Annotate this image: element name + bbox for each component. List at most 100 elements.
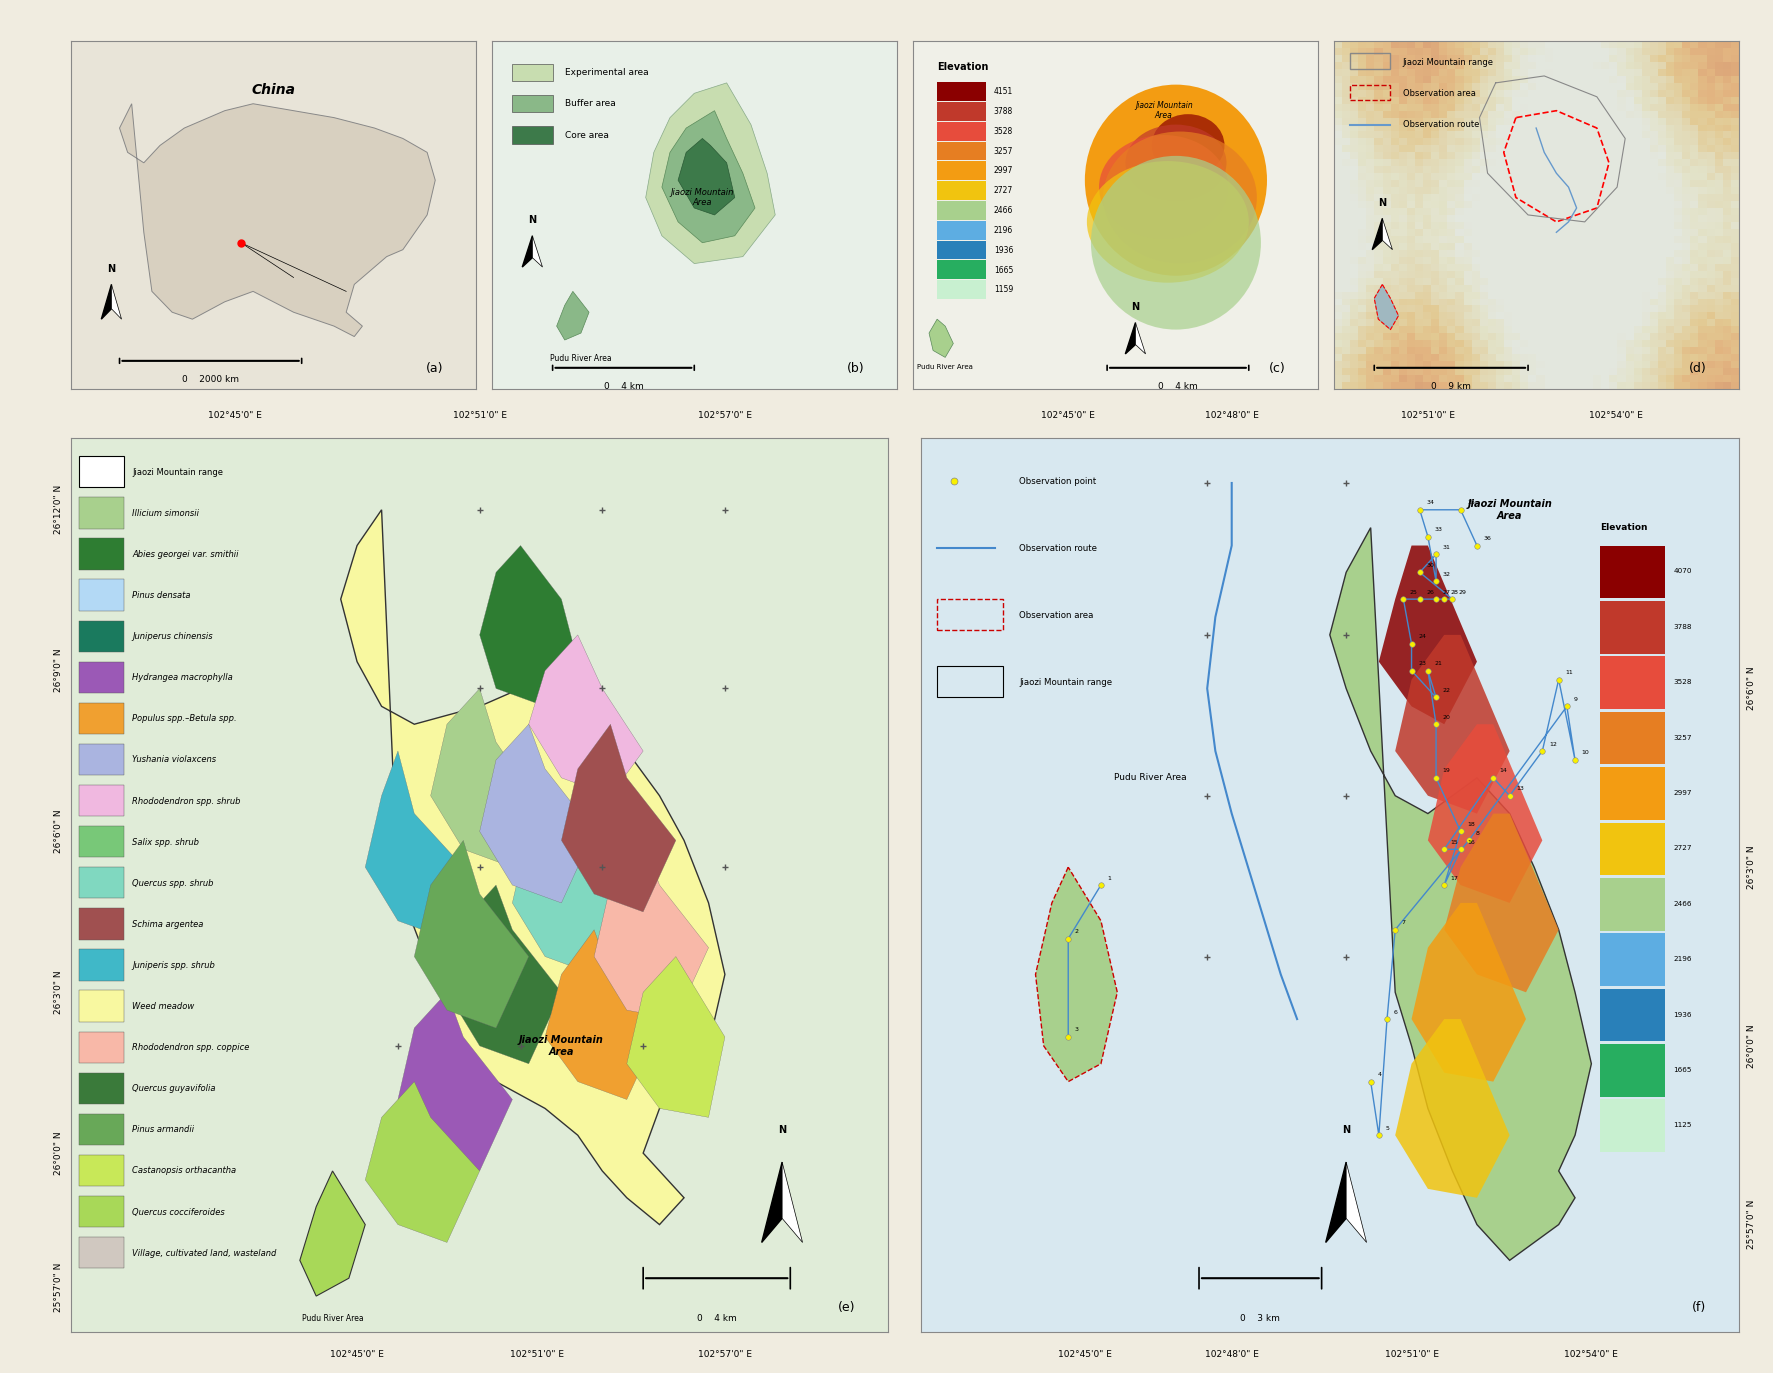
- FancyBboxPatch shape: [936, 162, 986, 180]
- Text: Pudu River Area: Pudu River Area: [1113, 773, 1186, 783]
- Text: Elevation: Elevation: [1599, 523, 1647, 533]
- Text: 2196: 2196: [993, 227, 1012, 235]
- Text: 3257: 3257: [1672, 735, 1691, 740]
- FancyBboxPatch shape: [1599, 545, 1665, 599]
- FancyBboxPatch shape: [80, 703, 124, 735]
- Text: N: N: [778, 1126, 785, 1135]
- FancyBboxPatch shape: [1599, 934, 1665, 986]
- FancyBboxPatch shape: [80, 1196, 124, 1227]
- Text: Abies georgei var. smithii: Abies georgei var. smithii: [133, 551, 239, 559]
- Text: Rhododendron spp. shrub: Rhododendron spp. shrub: [133, 796, 241, 806]
- Text: 0    4 km: 0 4 km: [603, 382, 644, 391]
- Text: N: N: [108, 264, 115, 275]
- Text: 4151: 4151: [993, 88, 1012, 96]
- Text: 3257: 3257: [993, 147, 1012, 155]
- FancyBboxPatch shape: [1599, 989, 1665, 1041]
- Polygon shape: [560, 724, 676, 912]
- Text: Quercus guyavifolia: Quercus guyavifolia: [133, 1085, 216, 1093]
- Ellipse shape: [1151, 114, 1223, 177]
- FancyBboxPatch shape: [80, 744, 124, 776]
- Polygon shape: [594, 840, 707, 1019]
- Polygon shape: [761, 1162, 782, 1243]
- Text: N: N: [528, 216, 535, 225]
- Polygon shape: [1378, 545, 1477, 724]
- FancyBboxPatch shape: [936, 240, 986, 259]
- FancyBboxPatch shape: [936, 280, 986, 299]
- Ellipse shape: [1099, 135, 1229, 239]
- Text: 3788: 3788: [993, 107, 1012, 117]
- Text: 102°45'0" E: 102°45'0" E: [330, 1350, 383, 1359]
- Text: 0    4 km: 0 4 km: [697, 1314, 736, 1324]
- Text: 31: 31: [1441, 545, 1450, 551]
- Polygon shape: [1394, 1019, 1509, 1197]
- Polygon shape: [1411, 903, 1525, 1082]
- Polygon shape: [1124, 323, 1135, 354]
- FancyBboxPatch shape: [80, 868, 124, 898]
- Text: 2466: 2466: [993, 206, 1012, 216]
- Polygon shape: [645, 82, 775, 264]
- Text: 29: 29: [1457, 589, 1466, 595]
- Ellipse shape: [1103, 132, 1255, 264]
- Text: 102°45'0" E: 102°45'0" E: [1057, 1350, 1112, 1359]
- Polygon shape: [544, 930, 660, 1100]
- Text: 20: 20: [1441, 715, 1450, 719]
- Text: 102°57'0" E: 102°57'0" E: [697, 412, 752, 420]
- Text: Populus spp.–Betula spp.: Populus spp.–Betula spp.: [133, 714, 238, 724]
- Text: Observation route: Observation route: [1019, 544, 1096, 553]
- Text: (c): (c): [1268, 361, 1284, 375]
- Text: N: N: [1131, 302, 1138, 312]
- Polygon shape: [340, 509, 725, 1225]
- Polygon shape: [1394, 634, 1509, 814]
- FancyBboxPatch shape: [80, 621, 124, 652]
- Text: 1936: 1936: [993, 246, 1012, 255]
- Text: 102°48'0" E: 102°48'0" E: [1204, 1350, 1257, 1359]
- Polygon shape: [365, 751, 463, 939]
- Polygon shape: [512, 796, 626, 975]
- Text: 3528: 3528: [1672, 680, 1691, 685]
- Polygon shape: [626, 957, 725, 1118]
- Text: 35: 35: [1466, 500, 1473, 505]
- Text: Observation area: Observation area: [1402, 89, 1475, 97]
- FancyBboxPatch shape: [512, 126, 553, 144]
- Text: 1936: 1936: [1672, 1012, 1691, 1017]
- Text: Experimental area: Experimental area: [564, 67, 647, 77]
- FancyBboxPatch shape: [80, 579, 124, 611]
- FancyBboxPatch shape: [80, 1031, 124, 1063]
- Text: 7: 7: [1401, 920, 1404, 925]
- FancyBboxPatch shape: [512, 63, 553, 81]
- Text: 36: 36: [1482, 535, 1491, 541]
- Text: Pudu River Area: Pudu River Area: [550, 354, 612, 362]
- Text: Juniperus chinensis: Juniperus chinensis: [133, 632, 213, 641]
- Text: Observation point: Observation point: [1019, 476, 1096, 486]
- Text: 25°57'0" N: 25°57'0" N: [1746, 1200, 1755, 1249]
- Text: Pudu River Area: Pudu River Area: [301, 1314, 363, 1322]
- Text: Quercus cocciferoides: Quercus cocciferoides: [133, 1208, 225, 1216]
- FancyBboxPatch shape: [80, 1155, 124, 1186]
- Text: 102°54'0" E: 102°54'0" E: [1589, 412, 1642, 420]
- Text: Jiaozi Mountain
Area: Jiaozi Mountain Area: [670, 188, 734, 207]
- Text: 30: 30: [1425, 563, 1433, 568]
- Text: 11: 11: [1564, 670, 1573, 676]
- FancyBboxPatch shape: [1599, 601, 1665, 654]
- Text: 2997: 2997: [993, 166, 1012, 176]
- Polygon shape: [397, 993, 512, 1171]
- Polygon shape: [1381, 218, 1392, 250]
- Text: Elevation: Elevation: [936, 62, 988, 71]
- Text: 13: 13: [1516, 787, 1523, 791]
- Text: Schima argentea: Schima argentea: [133, 920, 204, 930]
- Text: 26°3'0" N: 26°3'0" N: [53, 971, 62, 1015]
- Text: 22: 22: [1441, 688, 1450, 693]
- Text: 19: 19: [1441, 769, 1450, 773]
- FancyBboxPatch shape: [80, 662, 124, 693]
- Ellipse shape: [1124, 125, 1225, 200]
- Text: 102°51'0" E: 102°51'0" E: [1383, 1350, 1438, 1359]
- Text: 102°51'0" E: 102°51'0" E: [452, 412, 507, 420]
- Text: 23: 23: [1417, 662, 1425, 666]
- Text: (b): (b): [846, 361, 863, 375]
- Polygon shape: [112, 284, 122, 319]
- FancyBboxPatch shape: [936, 122, 986, 140]
- Polygon shape: [365, 1082, 479, 1243]
- Polygon shape: [415, 840, 528, 1028]
- FancyBboxPatch shape: [80, 497, 124, 529]
- FancyBboxPatch shape: [936, 221, 986, 240]
